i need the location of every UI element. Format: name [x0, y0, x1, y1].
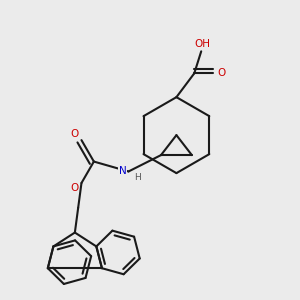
Text: O: O — [217, 68, 225, 78]
Text: H: H — [134, 173, 141, 182]
Text: OH: OH — [195, 39, 211, 49]
Text: O: O — [70, 129, 78, 139]
Text: N: N — [119, 167, 127, 176]
Text: O: O — [70, 183, 78, 193]
